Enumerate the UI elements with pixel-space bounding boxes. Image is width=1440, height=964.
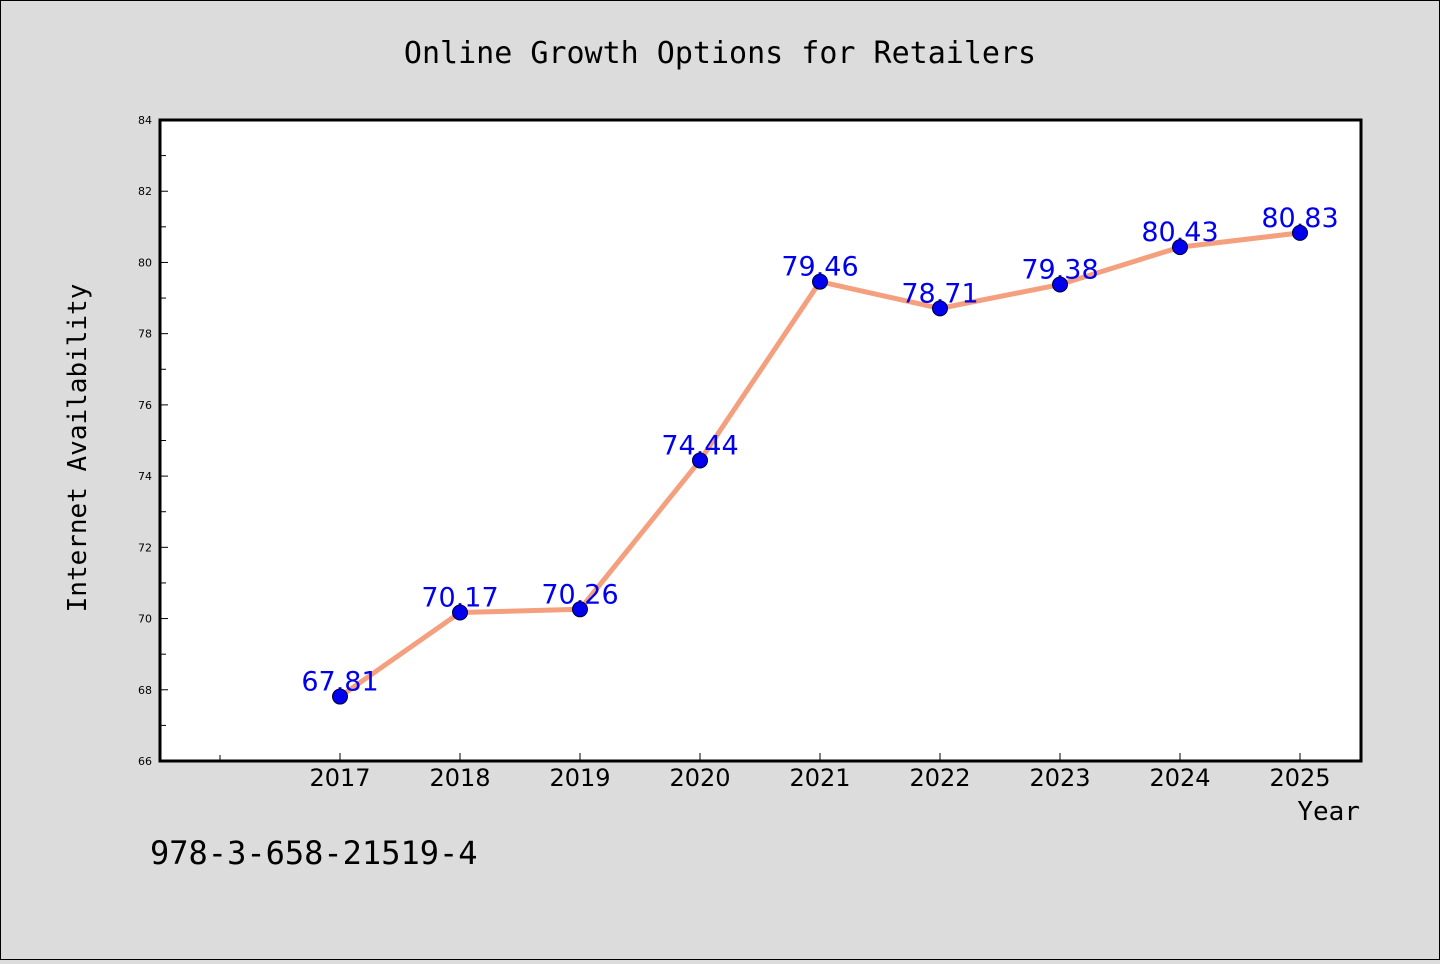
y-tick-label: 66 — [138, 755, 152, 768]
data-point — [332, 688, 348, 705]
chart-title: Online Growth Options for Retailers — [404, 36, 1036, 71]
x-tick-label: 2025 — [1269, 764, 1330, 792]
data-point — [932, 300, 948, 317]
y-tick-label: 82 — [138, 185, 152, 198]
data-markers — [332, 224, 1308, 705]
y-tick-label: 76 — [138, 399, 152, 412]
plot-area — [158, 118, 1363, 763]
x-tick-label: 2023 — [1029, 764, 1090, 792]
data-point — [452, 604, 468, 621]
x-tick-label: 2021 — [789, 764, 850, 792]
data-point — [1172, 239, 1188, 256]
x-tick-label: 2024 — [1149, 764, 1210, 792]
data-point — [692, 452, 708, 469]
data-point — [572, 601, 588, 618]
x-tick-label: 2020 — [669, 764, 730, 792]
x-tick-label: 2018 — [429, 764, 490, 792]
y-tick-label: 78 — [138, 328, 152, 341]
y-tick-label: 74 — [138, 470, 152, 483]
y-tick-label: 70 — [138, 613, 152, 626]
y-tick-label: 68 — [138, 684, 152, 697]
y-axis: 66 68 70 72 74 76 78 80 82 84 — [138, 114, 168, 768]
x-tick-label: 2017 — [309, 764, 370, 792]
x-tick-label: 2019 — [549, 764, 610, 792]
data-point — [812, 273, 828, 290]
y-tick-label: 80 — [138, 256, 152, 269]
x-axis-label: Year — [1297, 797, 1360, 827]
y-tick-label: 84 — [138, 114, 152, 127]
x-axis: 2017 2018 2019 2020 2021 2022 2023 2024 2025 — [219, 753, 1331, 792]
data-point — [1292, 224, 1308, 241]
footer-code: 978-3-658-21519-4 — [150, 834, 478, 872]
x-tick-label: 2022 — [909, 764, 970, 792]
data-point — [1052, 276, 1068, 293]
y-tick-label: 72 — [138, 541, 152, 554]
y-axis-label: Internet Availability — [63, 284, 93, 613]
